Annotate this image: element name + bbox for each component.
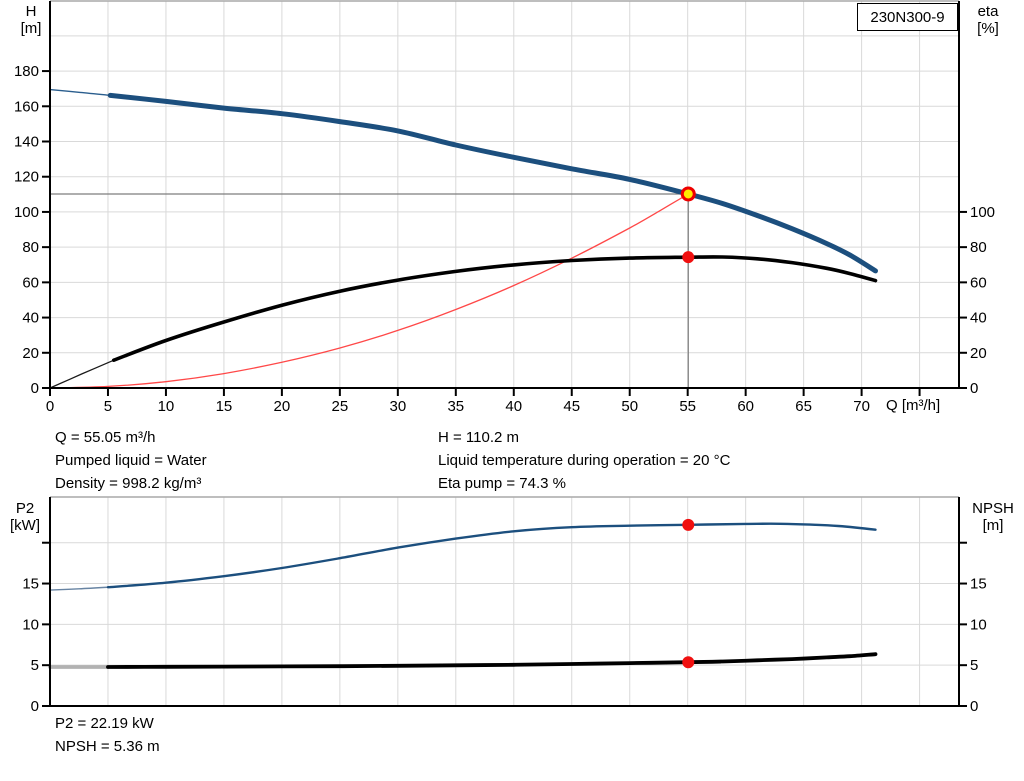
head-curve-lead <box>49 88 111 97</box>
x-tick-label: 55 <box>679 398 696 415</box>
pump-model-label: 230N300-9 <box>870 8 945 26</box>
y-tick-label-left: 60 <box>22 274 39 291</box>
q-axis-title: Q [m³/h] <box>886 397 941 414</box>
x-tick-label: 50 <box>621 398 638 415</box>
x-tick-label: 30 <box>389 398 406 415</box>
eta-axis-title-line1: eta <box>977 3 999 20</box>
npsh-axis-title: NPSH [m] <box>963 500 1023 534</box>
head-curve <box>107 92 878 274</box>
info-density: Density = 998.2 kg/m³ <box>55 475 202 492</box>
npsh-axis-title-line2: [m] <box>982 517 1004 534</box>
p2-axis-title-line1: P2 <box>15 500 35 517</box>
y-tick-label-right: 20 <box>970 345 987 362</box>
info-liquid: Pumped liquid = Water <box>55 452 207 469</box>
eta-axis-title: eta [%] <box>965 3 1011 37</box>
p2-axis-title: P2 [kW] <box>4 500 46 534</box>
y-tick-label-right: 80 <box>970 239 987 256</box>
y-tick-label-left: 10 <box>22 616 39 633</box>
x-tick-label: 15 <box>216 398 233 415</box>
y-tick-label-left: 140 <box>14 134 39 151</box>
npsh-axis-title-line1: NPSH <box>972 500 1014 517</box>
p2-curve <box>106 522 877 589</box>
y-tick-label-left: 15 <box>22 576 39 593</box>
x-tick-label: 70 <box>853 398 870 415</box>
y-tick-label-right: 60 <box>970 274 987 291</box>
y-tick-label-right: 5 <box>970 657 978 674</box>
y-tick-label-left: 0 <box>31 380 39 397</box>
h-axis-title: H [m] <box>10 3 52 37</box>
y-tick-label-right: 100 <box>970 204 995 221</box>
h-axis-title-line2: [m] <box>20 20 42 37</box>
x-tick-label: 35 <box>447 398 464 415</box>
y-tick-label-left: 40 <box>22 310 39 327</box>
y-tick-label-left: 120 <box>14 169 39 186</box>
info-temperature: Liquid temperature during operation = 20… <box>438 452 731 469</box>
p2-axis-title-line2: [kW] <box>10 517 40 534</box>
y-tick-label-left: 5 <box>31 657 39 674</box>
x-tick-label: 45 <box>563 398 580 415</box>
efficiency-point-marker[interactable] <box>682 251 695 264</box>
x-tick-label: 20 <box>274 398 291 415</box>
y-tick-label-left: 160 <box>14 98 39 115</box>
y-tick-label-left: 180 <box>14 63 39 80</box>
eta-axis-title-line2: [%] <box>977 20 999 37</box>
result-p2: P2 = 22.19 kW <box>55 715 154 732</box>
npsh-curve <box>106 652 878 669</box>
x-tick-label: 0 <box>46 398 54 415</box>
efficiency-curve <box>111 255 878 362</box>
y-tick-label-left: 20 <box>22 345 39 362</box>
info-head: H = 110.2 m <box>438 429 520 446</box>
x-tick-label: 40 <box>505 398 522 415</box>
y-tick-label-right: 40 <box>970 310 987 327</box>
y-tick-label-right: 0 <box>970 698 978 715</box>
x-tick-label: 10 <box>158 398 175 415</box>
x-tick-label: 65 <box>795 398 812 415</box>
y-tick-label-right: 15 <box>970 576 987 593</box>
result-npsh: NPSH = 5.36 m <box>55 738 160 755</box>
x-tick-label: 25 <box>332 398 349 415</box>
pump-model-badge[interactable]: 230N300-9 <box>857 3 958 31</box>
duty-point-marker[interactable] <box>680 186 696 202</box>
y-tick-label-right: 10 <box>970 616 987 633</box>
info-eta-pump: Eta pump = 74.3 % <box>438 475 566 492</box>
p2-curve-lead <box>49 586 109 591</box>
system-curve <box>49 193 689 389</box>
npsh-point-marker[interactable] <box>682 656 695 669</box>
y-tick-label-left: 80 <box>22 239 39 256</box>
y-tick-label-left: 0 <box>31 698 39 715</box>
y-tick-label-left: 100 <box>14 204 39 221</box>
x-tick-label: 60 <box>737 398 754 415</box>
y-tick-label-right: 0 <box>970 380 978 397</box>
x-tick-label: 5 <box>104 398 112 415</box>
p2-point-marker[interactable] <box>682 518 695 531</box>
efficiency-curve-lead <box>49 359 115 389</box>
h-axis-title-line1: H <box>25 3 37 20</box>
info-flow: Q = 55.05 m³/h <box>55 429 156 446</box>
